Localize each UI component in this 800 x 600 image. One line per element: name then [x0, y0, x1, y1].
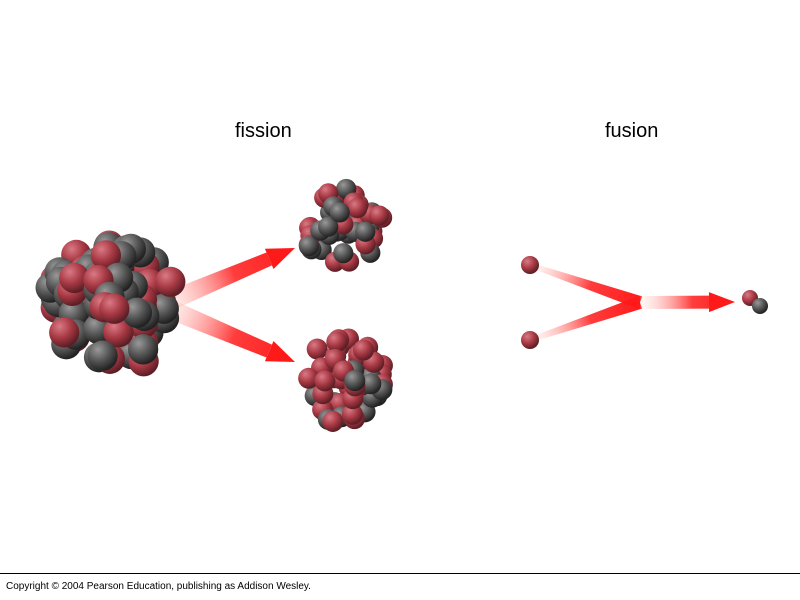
footer-rule	[0, 573, 800, 574]
copyright-text: Copyright © 2004 Pearson Education, publ…	[6, 581, 311, 592]
diagram-stage: fission fusion Copyright © 2004 Pearson …	[0, 0, 800, 600]
nuclei-layer	[0, 0, 800, 600]
